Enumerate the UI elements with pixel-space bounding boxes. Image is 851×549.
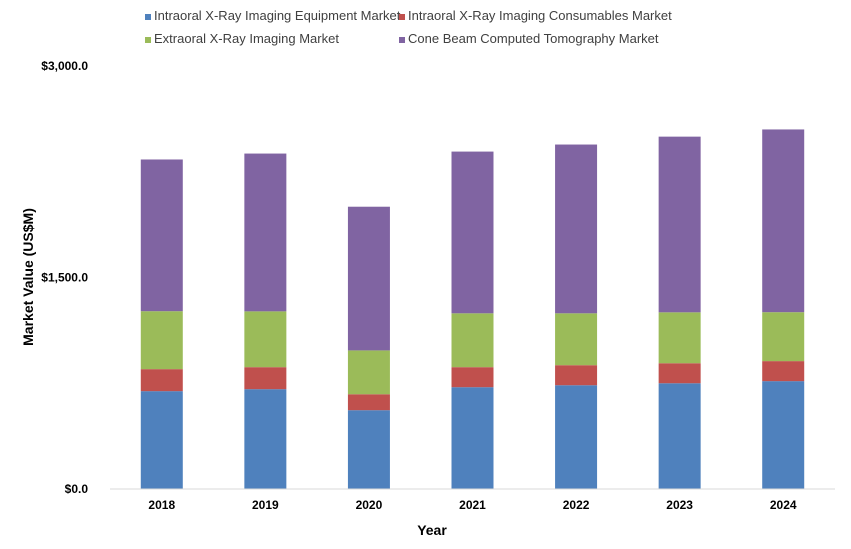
legend: Intraoral X-Ray Imaging Equipment Market… xyxy=(145,8,672,46)
bar-segment xyxy=(140,311,183,370)
y-axis-title: Market Value (US$M) xyxy=(20,208,36,346)
legend-swatch xyxy=(145,37,151,43)
legend-label: Extraoral X-Ray Imaging Market xyxy=(154,31,339,46)
bar-segment xyxy=(140,391,183,489)
bar-segment xyxy=(658,312,701,364)
legend-swatch xyxy=(399,37,405,43)
bar-segment xyxy=(140,159,183,312)
x-tick-label: 2018 xyxy=(148,498,175,512)
bar-stack-2020 xyxy=(347,206,390,489)
legend-label: Intraoral X-Ray Imaging Consumables Mark… xyxy=(408,8,672,23)
legend-label: Cone Beam Computed Tomography Market xyxy=(408,31,659,46)
bar-stack-2023 xyxy=(658,136,701,489)
bar-segment xyxy=(140,369,183,392)
y-axis: $0.0 $1,500.0 $3,000.0 xyxy=(41,59,88,496)
bar-segment xyxy=(555,144,598,314)
x-tick-label: 2023 xyxy=(666,498,693,512)
bar-segment xyxy=(762,312,805,362)
legend-label: Intraoral X-Ray Imaging Equipment Market xyxy=(154,8,401,23)
bar-segment xyxy=(658,136,701,313)
x-tick-label: 2019 xyxy=(252,498,279,512)
x-tick-label: 2021 xyxy=(459,498,486,512)
bar-segment xyxy=(555,365,598,386)
bar-stack-2018 xyxy=(140,159,183,489)
y-tick-label: $0.0 xyxy=(65,482,89,496)
bar-segment xyxy=(244,153,287,312)
bar-segment xyxy=(658,363,701,384)
bar-segment xyxy=(658,383,701,489)
bar-stack-2024 xyxy=(762,129,805,489)
bar-segment xyxy=(347,394,390,411)
bars xyxy=(140,129,805,489)
bar-stack-2022 xyxy=(555,144,598,489)
x-axis: 2018 2019 2020 2021 2022 2023 2024 xyxy=(148,498,796,512)
bar-segment xyxy=(451,151,494,314)
bar-segment xyxy=(762,381,805,489)
x-tick-label: 2022 xyxy=(563,498,590,512)
bar-segment xyxy=(451,313,494,368)
bar-segment xyxy=(451,367,494,388)
bar-segment xyxy=(762,129,805,313)
legend-swatch xyxy=(145,14,151,20)
x-tick-label: 2020 xyxy=(356,498,383,512)
x-axis-title: Year xyxy=(417,522,447,538)
bar-segment xyxy=(244,367,287,390)
bar-segment xyxy=(347,206,390,351)
y-tick-label: $3,000.0 xyxy=(41,59,88,73)
bar-segment xyxy=(244,311,287,368)
bar-segment xyxy=(244,389,287,489)
bar-stack-2019 xyxy=(244,153,287,489)
bar-segment xyxy=(347,410,390,489)
bar-segment xyxy=(555,313,598,366)
y-tick-label: $1,500.0 xyxy=(41,271,88,285)
bar-segment xyxy=(347,350,390,395)
x-tick-label: 2024 xyxy=(770,498,797,512)
bar-segment xyxy=(762,361,805,382)
bar-stack-2021 xyxy=(451,151,494,489)
legend-swatch xyxy=(399,14,405,20)
bar-segment xyxy=(555,385,598,489)
bar-segment xyxy=(451,387,494,489)
